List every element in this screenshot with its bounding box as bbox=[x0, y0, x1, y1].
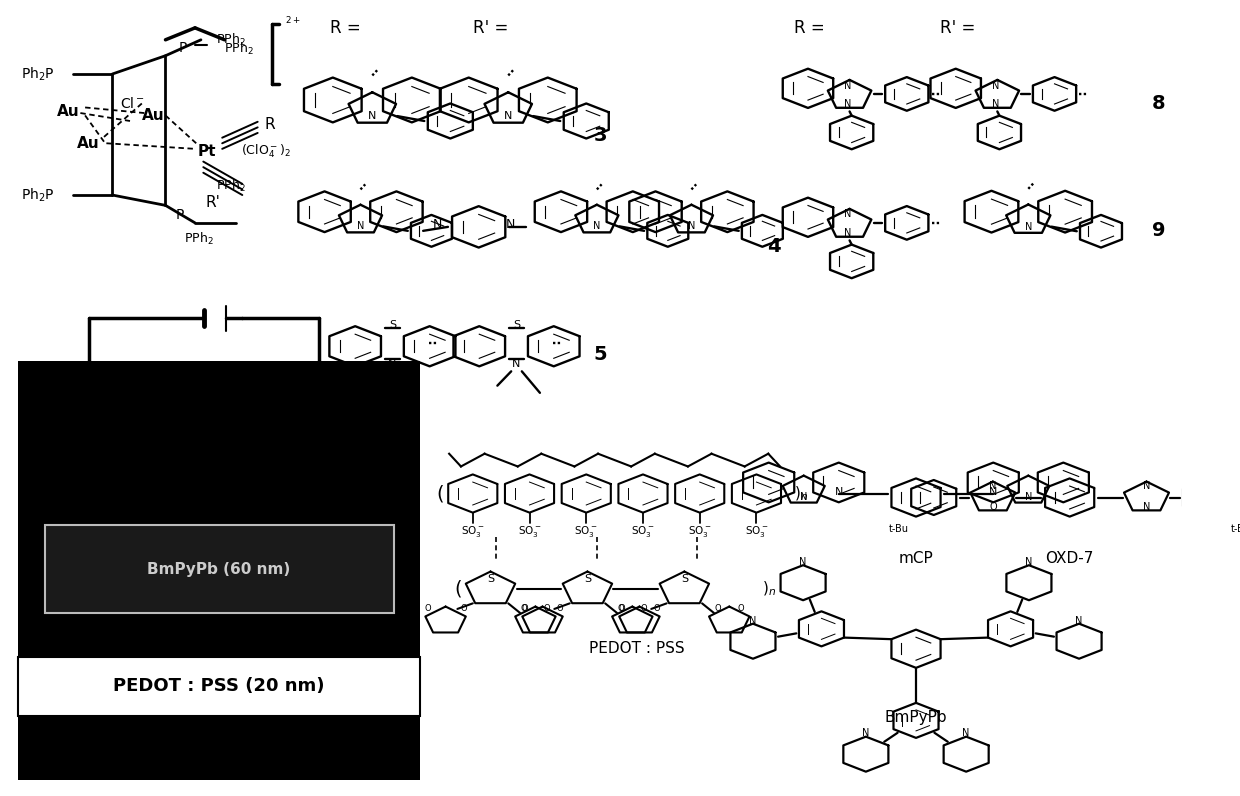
Text: O: O bbox=[738, 604, 744, 614]
Text: S: S bbox=[584, 574, 591, 583]
Text: Ph$_2$P: Ph$_2$P bbox=[21, 65, 55, 83]
Text: N: N bbox=[1143, 502, 1151, 512]
Text: t-Bu: t-Bu bbox=[888, 525, 908, 534]
Text: N: N bbox=[1024, 221, 1032, 232]
Text: N: N bbox=[749, 615, 756, 626]
Text: N: N bbox=[1024, 492, 1032, 501]
Text: N: N bbox=[843, 228, 851, 238]
Text: N: N bbox=[988, 487, 997, 497]
Text: O: O bbox=[618, 604, 624, 614]
Text: N: N bbox=[1143, 481, 1151, 490]
Text: N: N bbox=[843, 80, 851, 91]
Text: PEDOT : PSS: PEDOT : PSS bbox=[589, 642, 684, 656]
Text: O: O bbox=[522, 604, 528, 614]
Text: N: N bbox=[593, 221, 600, 232]
Text: PPh$_2$: PPh$_2$ bbox=[224, 41, 254, 57]
Text: N: N bbox=[357, 221, 365, 232]
Text: t-Bu: t-Bu bbox=[1231, 525, 1240, 534]
Text: R': R' bbox=[206, 196, 221, 210]
Text: N: N bbox=[862, 728, 869, 739]
Text: Cl$^-$: Cl$^-$ bbox=[120, 96, 145, 111]
Bar bbox=[17, 657, 419, 716]
Text: N: N bbox=[843, 209, 851, 220]
Text: PPh$_2$: PPh$_2$ bbox=[216, 178, 246, 194]
Text: )$_n$: )$_n$ bbox=[763, 579, 776, 599]
Text: SO$_3^-$: SO$_3^-$ bbox=[574, 525, 598, 539]
Text: mCP: mCP bbox=[899, 552, 934, 566]
Text: (: ( bbox=[455, 579, 463, 599]
Text: R =: R = bbox=[330, 19, 361, 37]
Text: N: N bbox=[1075, 615, 1083, 626]
Text: Au: Au bbox=[57, 104, 79, 119]
Text: N: N bbox=[506, 218, 516, 231]
Text: O: O bbox=[641, 604, 647, 614]
Text: O: O bbox=[714, 604, 720, 614]
Text: Au: Au bbox=[143, 108, 165, 123]
Text: S: S bbox=[389, 320, 396, 330]
Text: P: P bbox=[176, 208, 184, 222]
Text: (ClO$_4^-$)$_2$: (ClO$_4^-$)$_2$ bbox=[241, 142, 291, 160]
Text: N: N bbox=[990, 481, 997, 490]
Text: N: N bbox=[800, 557, 807, 567]
Text: O: O bbox=[990, 502, 997, 512]
Text: O: O bbox=[619, 604, 625, 614]
Text: BmPyPb (60 nm): BmPyPb (60 nm) bbox=[148, 562, 290, 576]
Text: Au: Au bbox=[77, 136, 100, 150]
Text: N: N bbox=[843, 100, 851, 109]
Text: Pt: Pt bbox=[197, 144, 216, 158]
Text: O: O bbox=[521, 604, 527, 614]
Text: N: N bbox=[388, 359, 397, 369]
Text: O: O bbox=[460, 604, 466, 614]
Text: BmPyPb: BmPyPb bbox=[884, 711, 947, 725]
Text: $^{2+}$: $^{2+}$ bbox=[285, 16, 301, 29]
Text: O: O bbox=[544, 604, 551, 614]
Text: 4: 4 bbox=[768, 237, 781, 256]
Text: )$_n$: )$_n$ bbox=[795, 484, 808, 503]
Text: R' =: R' = bbox=[472, 19, 508, 37]
Text: N: N bbox=[992, 100, 999, 109]
Bar bbox=[17, 716, 419, 780]
Text: (: ( bbox=[436, 484, 444, 503]
Text: 8: 8 bbox=[1152, 94, 1166, 113]
Text: PPh$_2$: PPh$_2$ bbox=[216, 32, 246, 48]
Text: O: O bbox=[557, 604, 563, 614]
Text: R: R bbox=[264, 118, 275, 132]
Text: N: N bbox=[1025, 557, 1033, 567]
Text: 9: 9 bbox=[1152, 221, 1166, 240]
Text: SO$_3^-$: SO$_3^-$ bbox=[688, 525, 712, 539]
Text: SO$_3^-$: SO$_3^-$ bbox=[518, 525, 542, 539]
Text: N: N bbox=[835, 487, 843, 497]
Text: 3: 3 bbox=[594, 126, 608, 145]
Text: PEDOT : PSS (20 nm): PEDOT : PSS (20 nm) bbox=[113, 677, 325, 695]
Text: O: O bbox=[424, 604, 432, 614]
Text: N: N bbox=[800, 492, 807, 501]
Text: N: N bbox=[503, 111, 512, 121]
Text: S: S bbox=[513, 320, 520, 330]
Text: R' =: R' = bbox=[940, 19, 975, 37]
Text: OXD-7: OXD-7 bbox=[1045, 552, 1094, 566]
Bar bbox=[17, 410, 419, 657]
Bar bbox=[17, 361, 419, 410]
Text: N: N bbox=[368, 111, 377, 121]
Text: N: N bbox=[688, 221, 696, 232]
Text: O: O bbox=[653, 604, 661, 614]
Text: N: N bbox=[962, 728, 970, 739]
Text: R =: R = bbox=[795, 19, 825, 37]
Text: SO$_3^-$: SO$_3^-$ bbox=[461, 525, 485, 539]
Text: S: S bbox=[487, 574, 494, 583]
Text: P: P bbox=[179, 41, 187, 55]
Text: N: N bbox=[992, 80, 999, 91]
Text: S: S bbox=[681, 574, 688, 583]
Bar bbox=[45, 525, 393, 613]
Text: SO$_3^-$: SO$_3^-$ bbox=[745, 525, 769, 539]
Text: N: N bbox=[433, 218, 441, 231]
Text: N: N bbox=[512, 359, 521, 369]
Text: Ph$_2$P: Ph$_2$P bbox=[21, 186, 55, 204]
Text: SO$_3^-$: SO$_3^-$ bbox=[631, 525, 655, 539]
Text: PPh$_2$: PPh$_2$ bbox=[184, 231, 213, 247]
Text: 5: 5 bbox=[594, 345, 608, 364]
